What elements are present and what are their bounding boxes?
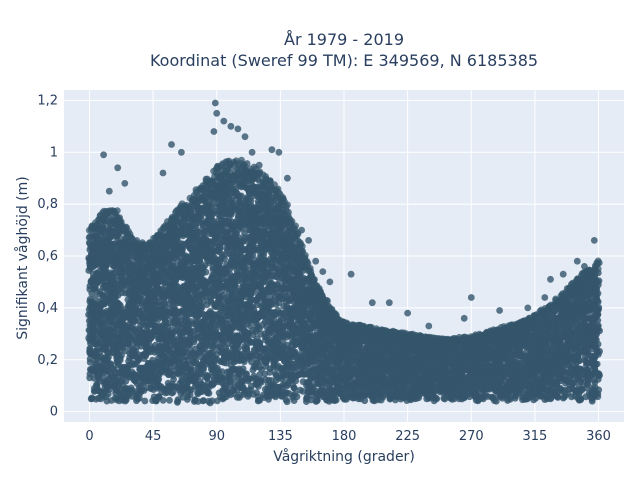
- data-point: [217, 243, 224, 250]
- data-point: [283, 203, 290, 210]
- data-point: [114, 207, 121, 214]
- data-point: [166, 397, 173, 404]
- data-point: [174, 398, 181, 405]
- data-point: [142, 398, 149, 405]
- data-point: [91, 331, 98, 338]
- data-point: [284, 398, 291, 405]
- data-point: [203, 269, 210, 276]
- data-point: [206, 390, 213, 397]
- data-point: [160, 397, 167, 404]
- data-point: [204, 375, 211, 382]
- data-point: [109, 241, 116, 248]
- data-point: [135, 357, 142, 364]
- data-point: [291, 385, 298, 392]
- data-point: [298, 241, 305, 248]
